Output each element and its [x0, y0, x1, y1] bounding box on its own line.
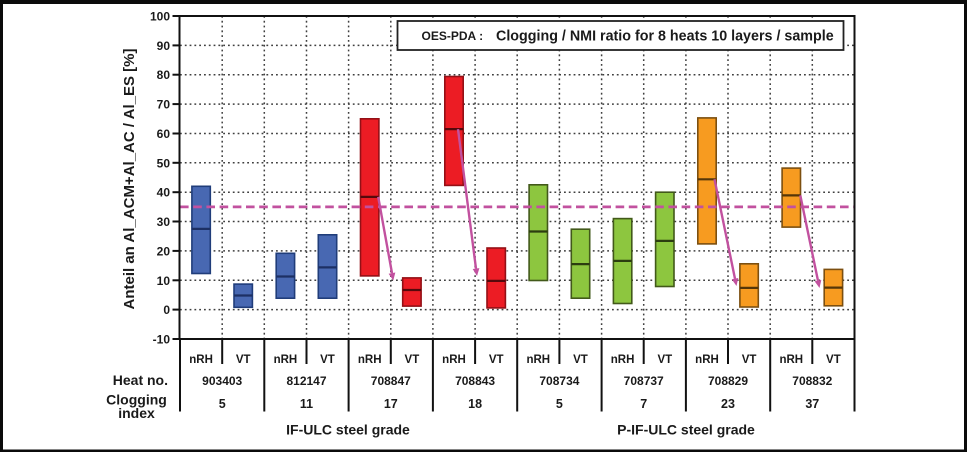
svg-text:708737: 708737 — [624, 374, 664, 388]
svg-text:VT: VT — [236, 354, 251, 366]
svg-text:50: 50 — [157, 156, 171, 170]
svg-text:nRH: nRH — [358, 354, 382, 366]
svg-text:nRH: nRH — [274, 354, 298, 366]
svg-text:0: 0 — [163, 303, 170, 317]
svg-text:708832: 708832 — [792, 374, 832, 388]
svg-text:nRH: nRH — [695, 354, 719, 366]
svg-text:-10: -10 — [153, 333, 171, 347]
svg-text:40: 40 — [157, 186, 171, 200]
svg-text:11: 11 — [300, 397, 313, 411]
svg-text:index: index — [118, 405, 155, 421]
svg-text:nRH: nRH — [526, 354, 550, 366]
svg-text:10: 10 — [157, 274, 171, 288]
svg-text:nRH: nRH — [611, 354, 635, 366]
svg-text:Heat no.: Heat no. — [113, 372, 168, 388]
svg-text:20: 20 — [157, 244, 171, 258]
svg-text:23: 23 — [721, 397, 735, 411]
svg-text:60: 60 — [157, 127, 171, 141]
svg-text:100: 100 — [150, 10, 170, 24]
svg-text:VT: VT — [405, 354, 420, 366]
svg-text:80: 80 — [157, 68, 171, 82]
svg-text:VT: VT — [742, 354, 757, 366]
svg-text:nRH: nRH — [442, 354, 466, 366]
svg-text:5: 5 — [219, 397, 226, 411]
svg-text:VT: VT — [826, 354, 841, 366]
svg-text:VT: VT — [657, 354, 672, 366]
svg-text:708847: 708847 — [371, 374, 411, 388]
svg-text:Clogging: Clogging — [106, 392, 167, 408]
svg-text:nRH: nRH — [189, 354, 213, 366]
svg-text:18: 18 — [468, 397, 482, 411]
svg-text:Anteil an Al_ACM+Al_AC / Al_ES: Anteil an Al_ACM+Al_AC / Al_ES [%] — [121, 48, 138, 309]
svg-text:nRH: nRH — [779, 354, 803, 366]
svg-text:903403: 903403 — [202, 374, 242, 388]
svg-text:708734: 708734 — [539, 374, 579, 388]
svg-text:VT: VT — [489, 354, 504, 366]
svg-text:90: 90 — [157, 39, 171, 53]
svg-text:708843: 708843 — [455, 374, 495, 388]
svg-text:VT: VT — [573, 354, 588, 366]
svg-text:Clogging / NMI ratio for 8 hea: Clogging / NMI ratio for 8 heats 10 laye… — [496, 29, 834, 45]
svg-text:37: 37 — [805, 397, 819, 411]
svg-text:30: 30 — [157, 215, 171, 229]
svg-text:VT: VT — [320, 354, 335, 366]
svg-text:17: 17 — [384, 397, 398, 411]
svg-text:708829: 708829 — [708, 374, 748, 388]
svg-text:P-IF-ULC steel grade: P-IF-ULC steel grade — [617, 422, 755, 438]
svg-text:5: 5 — [556, 397, 563, 411]
svg-text:OES-PDA :: OES-PDA : — [422, 29, 484, 43]
svg-text:IF-ULC steel grade: IF-ULC steel grade — [286, 422, 410, 438]
svg-text:70: 70 — [157, 98, 171, 112]
svg-text:812147: 812147 — [286, 374, 326, 388]
svg-text:7: 7 — [640, 397, 647, 411]
